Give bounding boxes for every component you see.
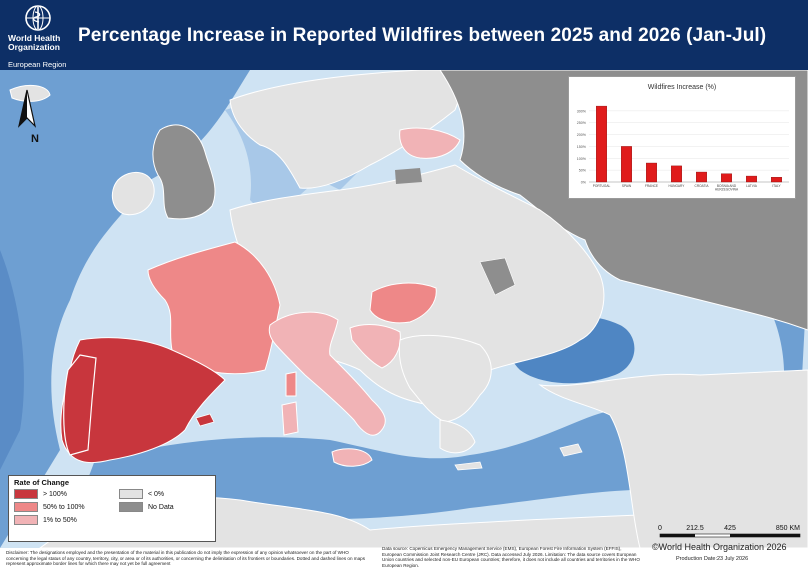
scale-tick-3: 850 KM [776, 525, 800, 532]
europe-map [0, 70, 808, 548]
legend-swatch [119, 489, 143, 499]
chart-bar [621, 146, 632, 183]
north-label: N [31, 133, 39, 145]
who-logo: World Health Organization European Regio… [8, 4, 70, 69]
org-name-line2: Organization [8, 42, 60, 52]
chart-title: Wildfires Increase (%) [648, 84, 716, 91]
chart-y-tick-label: 0% [581, 181, 587, 185]
legend-label: 1% to 50% [43, 516, 77, 524]
chart-bar [646, 162, 657, 183]
legend-item-50-100: 50% to 100% [14, 502, 85, 512]
legend-swatch [14, 515, 38, 525]
scale-tick-1: 212.5 [686, 525, 704, 532]
chart-y-tick-label: 250% [577, 121, 587, 125]
chart-x-tick-label: HERZEGOVINA [715, 188, 739, 192]
scale-bar-graphic: 0 212.5 425 850 KM [658, 525, 801, 538]
legend-swatch [14, 502, 38, 512]
chart-bar [596, 105, 607, 183]
org-region: European Region [8, 60, 67, 69]
legend: Rate of Change > 100% 50% to 100% 1% to … [8, 475, 216, 542]
header-bar: World Health Organization European Regio… [0, 0, 808, 70]
scale-tick-0: 0 [658, 525, 662, 532]
data-source-text: Data source: Copernicus Emergency Manage… [382, 546, 640, 568]
chart-x-tick-label: BOSNIA AND [717, 184, 737, 188]
legend-item-gt100: > 100% [14, 489, 67, 499]
legend-title: Rate of Change [14, 478, 70, 487]
legend-label: 50% to 100% [43, 503, 85, 511]
north-arrow: N [14, 86, 44, 146]
chart-x-tick-label: CROATIA [695, 184, 710, 188]
north-arrow-icon: N [17, 89, 39, 145]
legend-swatch [14, 489, 38, 499]
chart-x-tick-label: LATVIA [746, 184, 758, 188]
footer: Disclaimer: The designations employed an… [0, 542, 808, 573]
legend-label: < 0% [148, 490, 165, 498]
scale-tick-2: 425 [724, 525, 736, 532]
legend-item-1-50: 1% to 50% [14, 515, 77, 525]
chart-bar [771, 177, 782, 183]
production-date: Production Date:23 July 2026 [676, 556, 749, 562]
copyright-text: ©World Health Organization 2026 [652, 542, 787, 552]
disclaimer-text: Disclaimer: The designations employed an… [6, 550, 366, 567]
chart-x-tick-label: HUNGARY [669, 184, 686, 188]
chart-canvas: Wildfires Increase (%) 0% 50% 100% 150% 200% 2… [577, 84, 789, 192]
chart-x-tick-label: ITALY [772, 184, 781, 188]
chart-y-tick-label: 300% [577, 109, 587, 113]
legend-label: No Data [148, 503, 174, 511]
chart-bar [746, 175, 757, 183]
wildfire-bar-chart: Wildfires Increase (%) 0% 50% 100% 150% 200% 2… [568, 76, 796, 199]
org-name-line1: World Health [8, 33, 61, 43]
chart-y-tick-label: 50% [579, 169, 587, 173]
chart-bar [696, 171, 707, 183]
legend-label: > 100% [43, 490, 67, 498]
chart-bar [671, 165, 682, 183]
chart-x-tick-label: FRANCE [645, 184, 658, 188]
chart-y-tick-label: 150% [577, 145, 587, 149]
legend-swatch [119, 502, 143, 512]
chart-y-tick-label: 100% [577, 157, 587, 161]
who-emblem-icon [25, 5, 51, 31]
scale-bar: 0 212.5 425 850 KM [655, 521, 805, 541]
chart-bar [721, 173, 732, 183]
chart-y-tick-label: 200% [577, 133, 587, 137]
chart-x-tick-label: SPAIN [622, 184, 632, 188]
map-title: Percentage Increase in Reported Wildfire… [78, 25, 767, 46]
legend-item-lt0: < 0% [119, 489, 164, 499]
legend-item-no-data: No Data [119, 502, 174, 512]
chart-x-tick-label: PORTUGAL [593, 184, 611, 188]
